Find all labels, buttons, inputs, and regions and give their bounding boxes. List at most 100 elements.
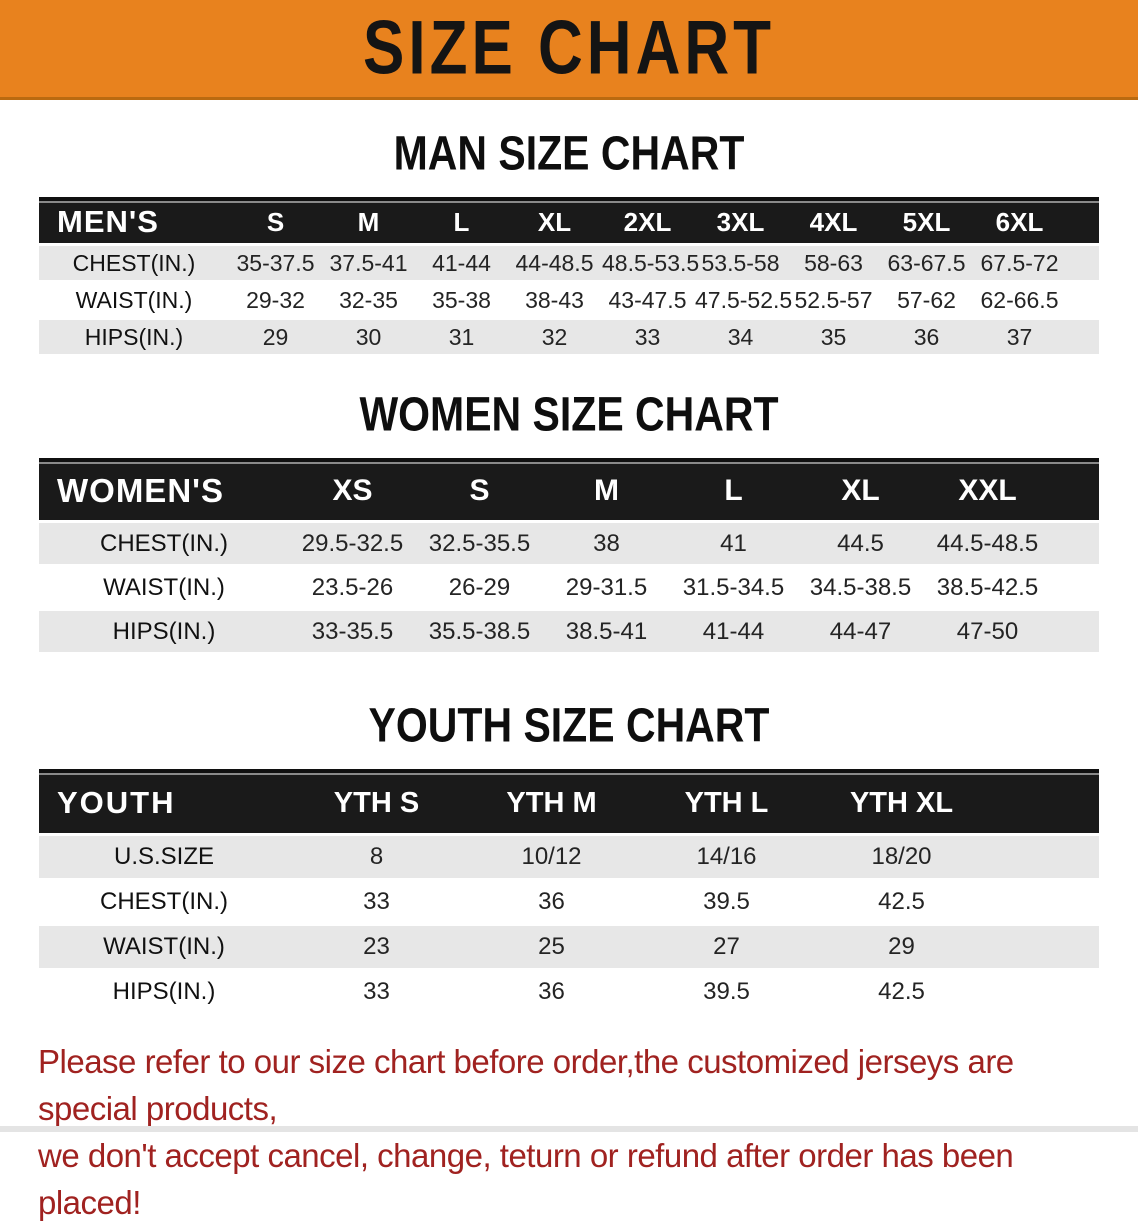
men-section-heading-text: MAN SIZE CHART xyxy=(393,125,745,180)
size-value: 48.5-53.5 xyxy=(601,246,699,280)
size-value: 29.5-32.5 xyxy=(289,523,416,564)
size-value: 36 xyxy=(880,320,973,354)
spacer-cell xyxy=(1066,283,1099,317)
size-value: 47.5-52.5 xyxy=(694,283,792,317)
column-header: 4XL xyxy=(787,197,880,243)
size-value: 32.5-35.5 xyxy=(416,523,543,564)
table-corner-label: WOMEN'S xyxy=(39,458,289,520)
spacer-cell xyxy=(1066,320,1099,354)
spacer-cell xyxy=(989,881,1099,923)
table-row: HIPS(IN.) 33 36 39.5 42.5 xyxy=(39,971,1099,1013)
size-value: 26-29 xyxy=(416,567,543,608)
row-label: HIPS(IN.) xyxy=(39,320,229,354)
size-value: 23.5-26 xyxy=(289,567,416,608)
size-value: 36 xyxy=(464,971,639,1013)
spacer-cell xyxy=(989,971,1099,1013)
spacer-cell xyxy=(1066,197,1099,243)
table-row: HIPS(IN.) 29 30 31 32 33 34 35 36 37 xyxy=(39,320,1099,354)
size-value: 34.5-38.5 xyxy=(797,567,924,608)
size-value: 29 xyxy=(229,320,322,354)
table-row: HIPS(IN.) 33-35.5 35.5-38.5 38.5-41 41-4… xyxy=(39,611,1099,652)
column-header: XS xyxy=(289,458,416,520)
column-header: YTH M xyxy=(464,769,639,833)
size-value: 33 xyxy=(289,971,464,1013)
row-label: CHEST(IN.) xyxy=(39,523,289,564)
column-header: XL xyxy=(508,197,601,243)
row-label: U.S.SIZE xyxy=(39,836,289,878)
size-value: 47-50 xyxy=(924,611,1051,652)
column-header: YTH S xyxy=(289,769,464,833)
spacer-cell xyxy=(989,926,1099,968)
spacer-cell xyxy=(1051,523,1099,564)
column-header: 3XL xyxy=(694,197,787,243)
women-size-table: WOMEN'S XS S M L XL XXL CHEST(IN.) 29.5-… xyxy=(39,455,1099,655)
size-value: 41-44 xyxy=(415,246,508,280)
women-section-heading-text: WOMEN SIZE CHART xyxy=(359,386,779,441)
size-value: 42.5 xyxy=(814,971,989,1013)
size-value: 27 xyxy=(639,926,814,968)
row-label: WAIST(IN.) xyxy=(39,283,229,317)
column-header: L xyxy=(415,197,508,243)
size-value: 31.5-34.5 xyxy=(670,567,797,608)
order-policy-note: Please refer to our size chart before or… xyxy=(38,1038,1100,1226)
size-value: 63-67.5 xyxy=(880,246,973,280)
size-value: 29-32 xyxy=(229,283,322,317)
size-value: 29 xyxy=(814,926,989,968)
youth-size-table: YOUTH YTH S YTH M YTH L YTH XL U.S.SIZE … xyxy=(39,766,1099,1016)
size-value: 58-63 xyxy=(787,246,880,280)
size-value: 33 xyxy=(289,881,464,923)
size-value: 39.5 xyxy=(639,971,814,1013)
spacer-cell xyxy=(1051,611,1099,652)
table-header-row: MEN'S S M L XL 2XL 3XL 4XL 5XL 6XL xyxy=(39,197,1099,243)
youth-section-heading-text: YOUTH SIZE CHART xyxy=(368,697,770,752)
size-value: 41-44 xyxy=(670,611,797,652)
size-value: 35-38 xyxy=(415,283,508,317)
column-header: M xyxy=(322,197,415,243)
column-header: S xyxy=(416,458,543,520)
size-value: 10/12 xyxy=(464,836,639,878)
size-value: 38-43 xyxy=(508,283,601,317)
size-value: 44-48.5 xyxy=(508,246,601,280)
size-value: 31 xyxy=(415,320,508,354)
column-header: XL xyxy=(797,458,924,520)
size-value: 38.5-42.5 xyxy=(924,567,1051,608)
table-row: CHEST(IN.) 35-37.5 37.5-41 41-44 44-48.5… xyxy=(39,246,1099,280)
size-value: 38.5-41 xyxy=(543,611,670,652)
table-corner-label: YOUTH xyxy=(39,769,289,833)
size-chart-banner: SIZE CHART xyxy=(0,0,1138,100)
youth-section-heading: YOUTH SIZE CHART xyxy=(0,697,1138,752)
size-value: 43-47.5 xyxy=(601,283,694,317)
spacer-cell xyxy=(1051,567,1099,608)
table-row: WAIST(IN.) 23.5-26 26-29 29-31.5 31.5-34… xyxy=(39,567,1099,608)
size-value: 57-62 xyxy=(880,283,973,317)
size-value: 44.5 xyxy=(797,523,924,564)
size-value: 52.5-57 xyxy=(787,283,880,317)
size-value: 35-37.5 xyxy=(229,246,322,280)
table-row: WAIST(IN.) 23 25 27 29 xyxy=(39,926,1099,968)
row-label: CHEST(IN.) xyxy=(39,246,229,280)
row-label: CHEST(IN.) xyxy=(39,881,289,923)
column-header: XXL xyxy=(924,458,1051,520)
size-value: 42.5 xyxy=(814,881,989,923)
table-header-row: WOMEN'S XS S M L XL XXL xyxy=(39,458,1099,520)
men-size-table: MEN'S S M L XL 2XL 3XL 4XL 5XL 6XL CHEST… xyxy=(39,194,1099,357)
table-row: WAIST(IN.) 29-32 32-35 35-38 38-43 43-47… xyxy=(39,283,1099,317)
size-value: 37.5-41 xyxy=(322,246,415,280)
spacer-cell xyxy=(989,836,1099,878)
order-policy-line-2: we don't accept cancel, change, teturn o… xyxy=(38,1137,1014,1221)
size-value: 14/16 xyxy=(639,836,814,878)
size-value: 44.5-48.5 xyxy=(924,523,1051,564)
column-header: 2XL xyxy=(601,197,694,243)
row-label: WAIST(IN.) xyxy=(39,926,289,968)
size-value: 39.5 xyxy=(639,881,814,923)
size-value: 33 xyxy=(601,320,694,354)
table-header-row: YOUTH YTH S YTH M YTH L YTH XL xyxy=(39,769,1099,833)
size-value: 32 xyxy=(508,320,601,354)
size-value: 8 xyxy=(289,836,464,878)
row-label: WAIST(IN.) xyxy=(39,567,289,608)
size-value: 67.5-72 xyxy=(973,246,1066,280)
women-section-heading: WOMEN SIZE CHART xyxy=(0,386,1138,441)
column-header: YTH L xyxy=(639,769,814,833)
size-value: 35.5-38.5 xyxy=(416,611,543,652)
size-value: 62-66.5 xyxy=(973,283,1066,317)
